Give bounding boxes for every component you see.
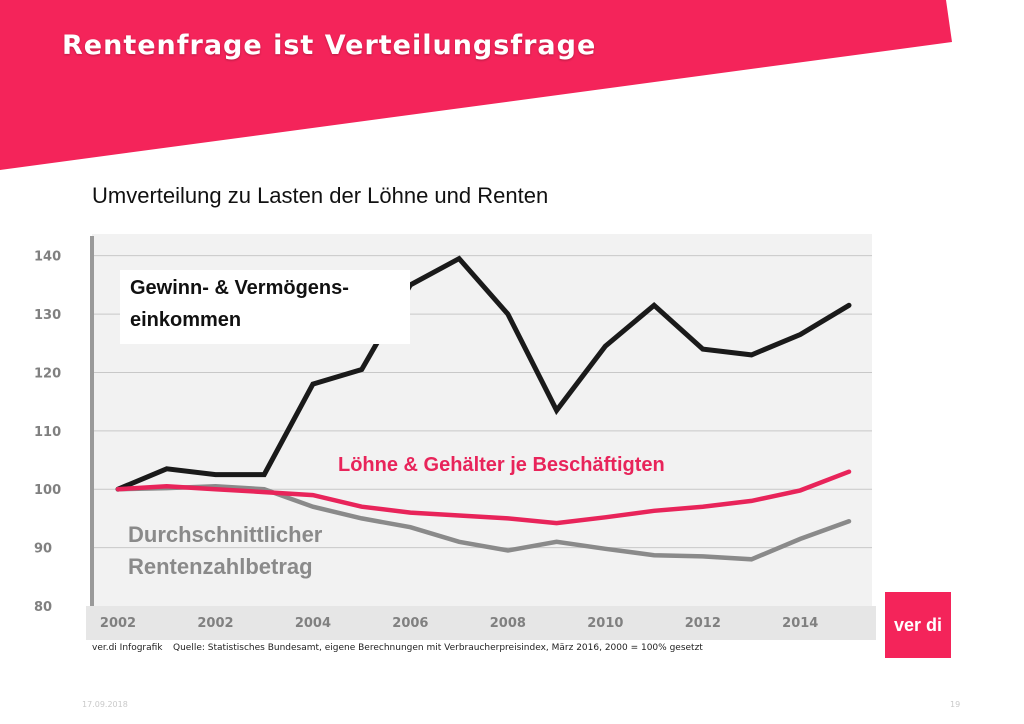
profit-series-label-line-1: Gewinn- & Vermögens- [130, 277, 349, 299]
footer-date: 17.09.2018 [82, 700, 128, 709]
wages-series-label: Löhne & Gehälter je Beschäftigten [338, 454, 665, 476]
x-tick-label-2006: 2006 [392, 616, 428, 631]
profit-label-box [120, 270, 410, 344]
y-tick-label-130: 130 [34, 308, 61, 323]
pension-series-line [115, 484, 852, 562]
x-axis-band [86, 606, 876, 640]
profit-series-label-line-2: einkommen [130, 309, 241, 331]
y-tick-label-90: 90 [34, 542, 52, 557]
verdi-logo [885, 592, 951, 658]
x-tick-label-2014: 2014 [782, 616, 818, 631]
verdi-logo-text: ver di [894, 615, 942, 635]
header-banner [0, 0, 952, 170]
x-tick-label-2008: 2008 [490, 616, 526, 631]
source-label: ver.di Infografik [92, 643, 163, 653]
source-text: Quelle: Statistisches Bundesamt, eigene … [173, 643, 703, 653]
slide-subtitle: Umverteilung zu Lasten der Löhne und Ren… [92, 183, 549, 208]
profit-series-line [115, 255, 852, 492]
y-tick-label-110: 110 [34, 425, 61, 440]
y-tick-label-80: 80 [34, 600, 52, 615]
y-tick-label-100: 100 [34, 483, 61, 498]
header-banner-shape [0, 0, 952, 170]
x-tick-label-2012: 2012 [685, 616, 721, 631]
x-tick-label-2000: 2002 [100, 616, 136, 631]
wages-series-line [115, 469, 852, 526]
x-tick-label-2010: 2010 [587, 616, 623, 631]
y-tick-label-120: 120 [34, 366, 61, 381]
pension-series-label-line-1: Durchschnittlicher [128, 522, 323, 547]
x-tick-label-2004: 2004 [295, 616, 331, 631]
x-tick-label-2002: 2002 [197, 616, 233, 631]
y-tick-label-140: 140 [34, 250, 61, 265]
footer-page-number: 19 [950, 700, 961, 709]
pension-series-label-line-2: Rentenzahlbetrag [128, 554, 313, 579]
line-chart: 80 90 100 110 120 130 140 2002 2002 2004 2006 2008 2… [34, 234, 951, 658]
slide-title: Rentenfrage ist Verteilungsfrage [62, 30, 597, 61]
